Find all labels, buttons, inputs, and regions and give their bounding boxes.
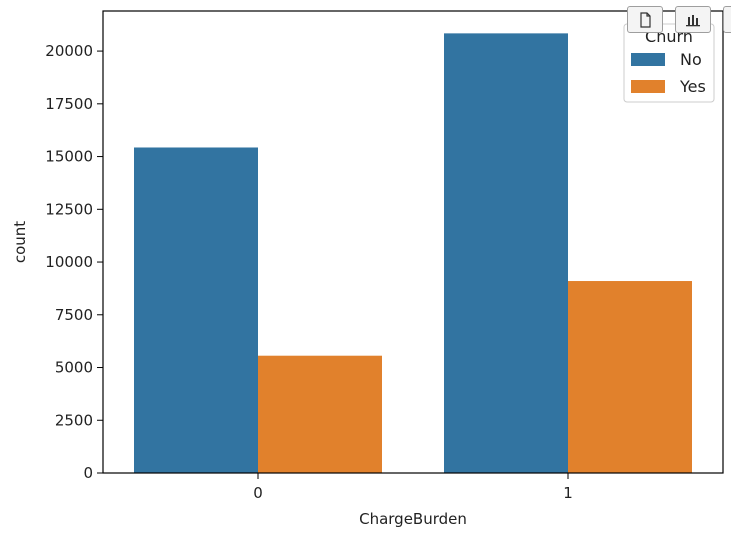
y-tick-label: 17500 xyxy=(45,95,93,113)
legend-label-no: No xyxy=(680,50,702,69)
y-axis: 0 2500 5000 7500 10000 12500 15000 17500 20000 xyxy=(45,42,103,482)
y-tick-label: 10000 xyxy=(45,253,93,271)
bar-no-0 xyxy=(134,147,258,473)
more-button[interactable] xyxy=(723,6,731,33)
y-tick-label: 5000 xyxy=(55,359,93,377)
chart-view-button[interactable] xyxy=(675,6,711,33)
copy-icon xyxy=(640,11,651,28)
x-tick-label: 1 xyxy=(563,484,573,502)
x-tick-label: 0 xyxy=(253,484,263,502)
y-tick-label: 7500 xyxy=(55,306,93,324)
y-tick-label: 15000 xyxy=(45,148,93,166)
legend-swatch-no xyxy=(631,53,665,66)
y-tick-label: 0 xyxy=(83,464,93,482)
bars-group xyxy=(134,33,692,474)
bar-yes-0 xyxy=(258,355,382,473)
y-tick-label: 12500 xyxy=(45,200,93,218)
y-tick-label: 2500 xyxy=(55,411,93,429)
bar-no-1 xyxy=(444,33,568,474)
plot-frame xyxy=(102,10,724,474)
copy-button[interactable] xyxy=(627,6,663,33)
chart-toolbar xyxy=(627,6,731,33)
y-tick-label: 20000 xyxy=(45,42,93,60)
legend-label-yes: Yes xyxy=(679,77,706,96)
bar-chart-icon xyxy=(686,14,700,26)
bar-yes-1 xyxy=(568,281,692,473)
y-axis-label: count xyxy=(11,221,29,263)
legend-swatch-yes xyxy=(631,80,665,93)
legend: Churn No Yes xyxy=(623,23,715,103)
x-axis-label: ChargeBurden xyxy=(359,510,467,528)
